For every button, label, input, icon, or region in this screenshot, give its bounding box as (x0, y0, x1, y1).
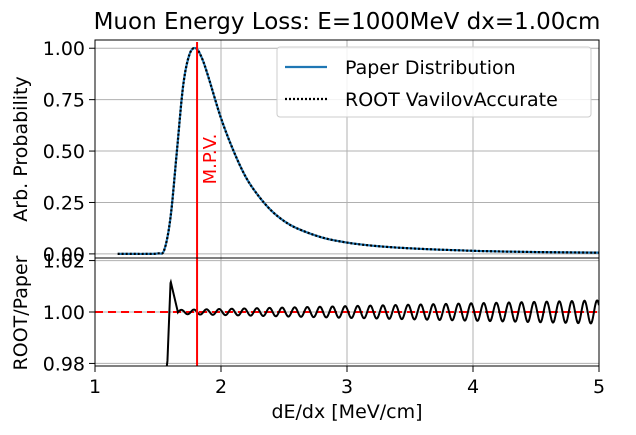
x-axis-label: dE/dx [MeV/cm] (271, 401, 422, 423)
bottom-y-tick-label: 0.98 (43, 353, 85, 375)
x-tick-label: 4 (467, 376, 479, 398)
mpv-annotation: M.P.V. (200, 134, 221, 185)
top-series-group (117, 46, 599, 256)
top-y-tick-label: 1.00 (43, 38, 85, 60)
bottom-axes-frame (94, 257, 600, 367)
chart-title: Muon Energy Loss: E=1000MeV dx=1.00cm (94, 9, 601, 35)
top-y-ticks: 0.00 0.25 0.50 0.75 1.00 (43, 38, 95, 266)
x-ticks: 1 2 3 4 5 (89, 366, 605, 398)
x-tick-label: 5 (593, 376, 605, 398)
top-y-axis-label: Arb. Probability (10, 76, 32, 221)
series-ratio-root-paper (165, 278, 599, 366)
bottom-y-tick-label: 1.02 (43, 251, 85, 273)
x-tick-label: 3 (341, 376, 353, 398)
bottom-series-group (95, 278, 599, 366)
x-tick-label: 2 (215, 376, 227, 398)
legend-box (276, 46, 592, 118)
bottom-y-axis-label: ROOT/Paper (10, 255, 32, 370)
bottom-y-tick-label: 1.00 (43, 302, 85, 324)
top-y-tick-label: 0.75 (43, 90, 85, 112)
legend-label-root: ROOT VavilovAccurate (345, 89, 558, 111)
legend: Paper Distribution ROOT VavilovAccurate (276, 46, 592, 118)
series-root-vavilov (117, 46, 599, 256)
legend-label-paper: Paper Distribution (345, 57, 516, 79)
top-y-tick-label: 0.50 (43, 141, 85, 163)
x-tick-label: 1 (89, 376, 101, 398)
bottom-y-ticks: 0.98 1.00 1.02 (43, 251, 95, 375)
top-y-tick-label: 0.25 (43, 192, 85, 214)
top-y-tick-label: 0.00 (43, 244, 85, 266)
